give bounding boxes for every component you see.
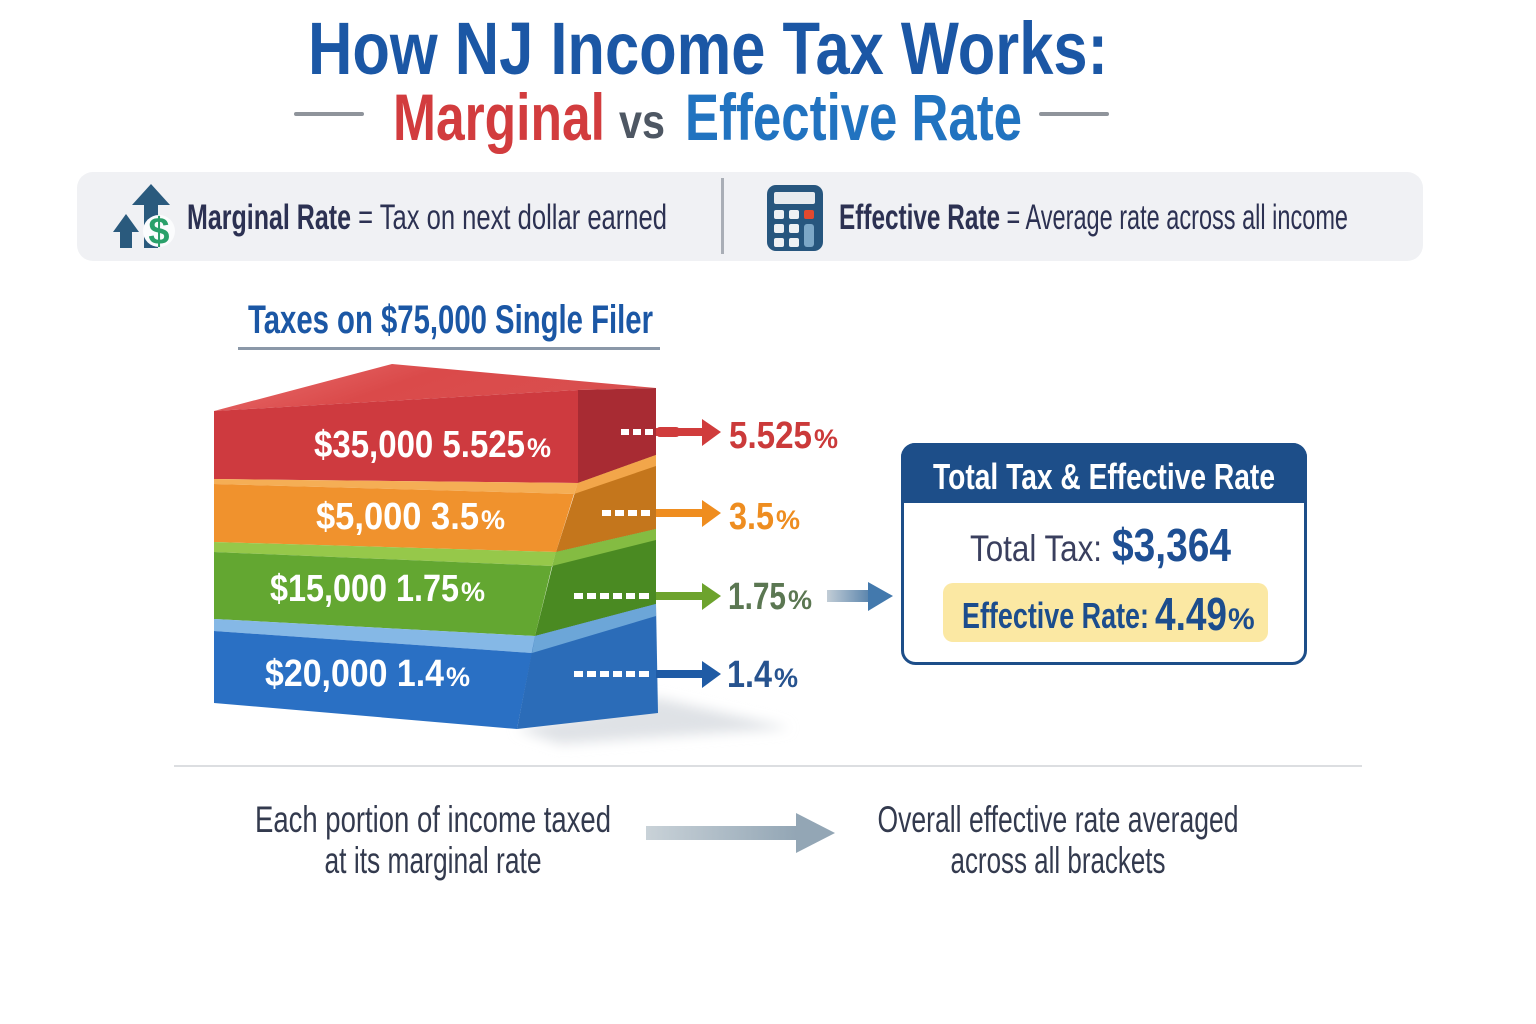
svg-text:5.525%: 5.525% bbox=[729, 415, 838, 457]
svg-text:Effective Rate:: Effective Rate: bbox=[962, 595, 1149, 636]
svg-text:%: % bbox=[1228, 603, 1255, 636]
svg-text:How NJ Income Tax Works:: How NJ Income Tax Works: bbox=[308, 7, 1108, 90]
svg-text:$5,000 3.5%: $5,000 3.5% bbox=[316, 496, 505, 538]
svg-text:1.75%: 1.75% bbox=[728, 576, 812, 618]
svg-text:Overall effective rate average: Overall effective rate averaged bbox=[878, 799, 1239, 840]
svg-text:$20,000 1.4%: $20,000 1.4% bbox=[265, 653, 470, 695]
svg-text:Total Tax:: Total Tax: bbox=[970, 528, 1102, 569]
svg-text:$15,000 1.75%: $15,000 1.75% bbox=[270, 568, 485, 610]
svg-text:Marginal Rate = Tax on next do: Marginal Rate = Tax on next dollar earne… bbox=[187, 198, 667, 237]
svg-text:Effective Rate = Average rate: Effective Rate = Average rate across all… bbox=[839, 198, 1348, 237]
svg-text:Effective Rate: Effective Rate bbox=[685, 80, 1022, 154]
svg-text:$35,000 5.525%: $35,000 5.525% bbox=[314, 424, 551, 466]
svg-text:$: $ bbox=[148, 211, 169, 253]
svg-text:at its marginal rate: at its marginal rate bbox=[325, 840, 542, 881]
svg-text:across all brackets: across all brackets bbox=[951, 840, 1166, 881]
svg-text:Each portion of income taxed: Each portion of income taxed bbox=[255, 799, 611, 840]
svg-text:3.5%: 3.5% bbox=[729, 496, 800, 538]
svg-text:Taxes on $75,000 Single Filer: Taxes on $75,000 Single Filer bbox=[248, 298, 653, 342]
svg-text:vs: vs bbox=[619, 96, 665, 149]
svg-text:4.49: 4.49 bbox=[1155, 588, 1227, 640]
svg-text:Marginal: Marginal bbox=[393, 80, 605, 154]
svg-text:$3,364: $3,364 bbox=[1112, 519, 1231, 571]
svg-text:Total Tax & Effective Rate: Total Tax & Effective Rate bbox=[933, 456, 1275, 497]
svg-text:1.4%: 1.4% bbox=[727, 654, 798, 696]
